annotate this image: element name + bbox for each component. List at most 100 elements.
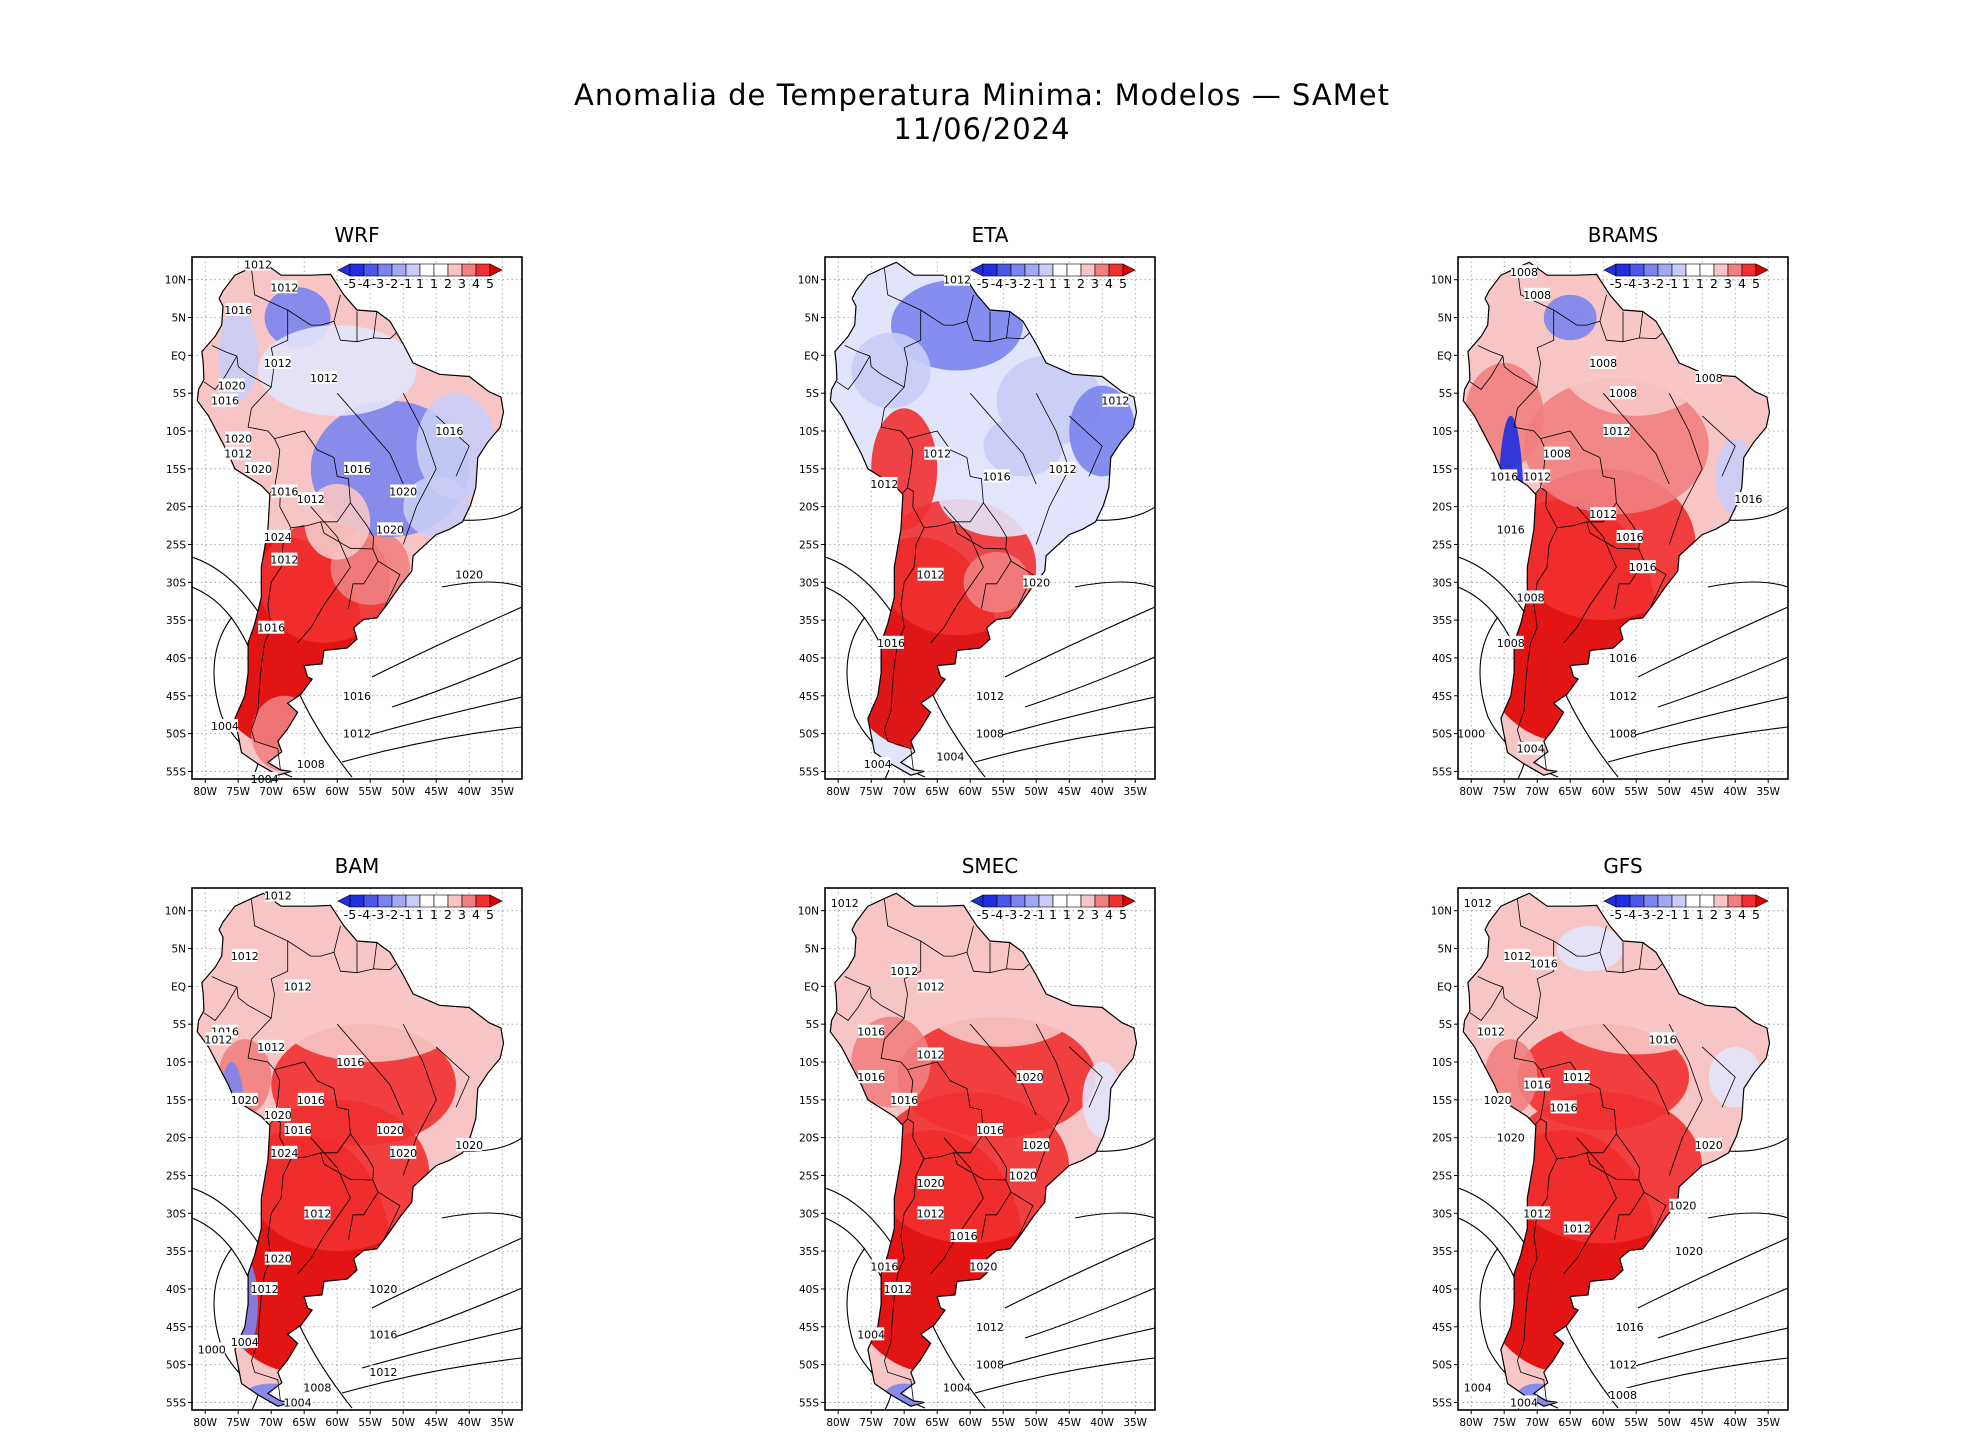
isobar-label: 1012 — [284, 980, 312, 993]
colorbar-label: 1 — [416, 276, 424, 291]
lat-tick-label: 45S — [1432, 691, 1452, 703]
lat-tick-label: 10S — [166, 426, 186, 438]
lat-tick-label: 10S — [1432, 426, 1452, 438]
isobar-label: 1012 — [204, 1033, 232, 1046]
isobar-label: 1008 — [1510, 266, 1538, 279]
panel-title: GFS — [1603, 854, 1642, 878]
colorbar-swatch — [1038, 894, 1054, 908]
isobar-label: 1020 — [389, 486, 417, 499]
colorbar-label: 2 — [1710, 276, 1718, 291]
colorbar-swatch — [1052, 263, 1068, 277]
isobar-label: 1012 — [976, 1321, 1004, 1334]
colorbar-label: 5 — [486, 276, 494, 291]
lat-tick-label: 5S — [173, 388, 187, 400]
anomaly-region — [416, 393, 496, 500]
colorbar-label: -4 — [358, 276, 371, 291]
colorbar-label: -2 — [1019, 907, 1031, 922]
isobar-label: 1012 — [1477, 1026, 1505, 1039]
colorbar: -5 -4 -3 -2 -1 1 1 2 3 4 5 — [337, 263, 503, 291]
isobar-label: 1020 — [376, 1124, 404, 1137]
map-panel-wrf: WRF 1012 1012 1016 1012 1020 1016 1012 1020 1012 1… — [152, 222, 572, 812]
isobar-label: 1016 — [950, 1230, 978, 1243]
isobar-label: 1012 — [831, 897, 859, 910]
lat-tick-label: 10N — [165, 275, 186, 287]
colorbar-swatch — [1741, 894, 1757, 908]
lat-tick-label: 55S — [799, 1397, 819, 1409]
anomaly-region — [851, 1016, 931, 1108]
colorbar-swatch — [1713, 263, 1729, 277]
lat-tick-label: 10N — [165, 906, 186, 918]
lat-tick-label: 55S — [1432, 1397, 1452, 1409]
lat-tick-label: 40S — [1432, 1284, 1452, 1296]
lon-tick-label: 45W — [424, 1417, 448, 1429]
isobar-label: 1012 — [1523, 470, 1551, 483]
lon-tick-label: 80W — [826, 786, 850, 798]
colorbar-label: -1 — [400, 276, 412, 291]
lat-tick-label: 30S — [799, 577, 819, 589]
colorbar: -5 -4 -3 -2 -1 1 1 2 3 4 5 — [337, 894, 503, 922]
isobar-label: 1008 — [976, 728, 1004, 741]
lat-tick-label: 5S — [173, 1019, 187, 1031]
lon-tick-label: 40W — [1723, 786, 1747, 798]
colorbar-swatch — [475, 263, 491, 277]
colorbar-label: -5 — [977, 276, 989, 291]
isobar-label: 1012 — [1563, 1071, 1591, 1084]
axes: 10N 5N EQ 5S 10S 15S 20S 25S 30S 35S 40S 45S 50S 55S 8… — [1431, 275, 1781, 798]
colorbar-label: 5 — [1119, 276, 1127, 291]
colorbar-swatch — [1080, 894, 1096, 908]
colorbar-swatch — [1024, 263, 1040, 277]
lat-tick-label: 25S — [166, 1170, 186, 1182]
lat-tick-label: 55S — [1432, 766, 1452, 778]
lat-tick-label: 5S — [1439, 388, 1453, 400]
isobar-labels: 1008 1008 1008 1008 1008 1008 1012 1016 1012 1016… — [1457, 265, 1762, 756]
panel-title: ETA — [972, 223, 1009, 247]
lon-tick-label: 60W — [958, 786, 982, 798]
lon-tick-label: 50W — [391, 1417, 415, 1429]
colorbar-label: -5 — [1610, 276, 1622, 291]
lon-tick-label: 70W — [259, 786, 283, 798]
isobar-label: 1008 — [1589, 357, 1617, 370]
colorbar-swatch — [1094, 894, 1110, 908]
isobar-label: 1012 — [270, 554, 298, 567]
isobar-label: 1012 — [244, 259, 272, 272]
lat-tick-label: 35S — [799, 615, 819, 627]
colorbar-label: 3 — [458, 907, 466, 922]
isobar-label: 1012 — [1523, 1207, 1551, 1220]
isobar-label: 1016 — [983, 470, 1011, 483]
isobar-label: 1016 — [1649, 1033, 1677, 1046]
colorbar-label: 1 — [416, 907, 424, 922]
lat-tick-label: 15S — [799, 1095, 819, 1107]
colorbar-label: 1 — [1063, 276, 1071, 291]
isobar-label: 1016 — [343, 690, 371, 703]
map-svg: BRAMS 1008 1008 1008 1008 1008 1008 1012 1016 101… — [1431, 223, 1789, 798]
colorbar-swatch — [1080, 263, 1096, 277]
coastline — [829, 892, 1138, 1407]
colorbar-label: 2 — [1710, 907, 1718, 922]
isobar-label: 1012 — [1589, 508, 1617, 521]
map-panel-gfs: GFS 1012 1012 1016 1012 1016 1012 1020 1016 1016 1… — [1418, 853, 1838, 1443]
isobar-label: 1008 — [1497, 637, 1525, 650]
lon-tick-label: 60W — [325, 786, 349, 798]
isobar-labels: 1012101210161012101610121020101610161020… — [1464, 896, 1723, 1409]
isobar-label: 1016 — [857, 1026, 885, 1039]
colorbar-swatch — [1713, 894, 1729, 908]
lon-tick-label: 55W — [1624, 1417, 1648, 1429]
isobar-label: 1020 — [455, 569, 483, 582]
lat-tick-label: 10N — [1431, 275, 1452, 287]
isobar-label: 1012 — [1503, 950, 1531, 963]
colorbar-label: 1 — [430, 276, 438, 291]
lat-tick-label: 5S — [806, 388, 820, 400]
lat-tick-label: 40S — [799, 1284, 819, 1296]
map-panel-brams: BRAMS 1008 1008 1008 1008 1008 1008 1012 1016 101… — [1418, 222, 1838, 812]
colorbar: -5 -4 -3 -2 -1 1 1 2 3 4 5 — [970, 894, 1136, 922]
lat-tick-label: 35S — [166, 615, 186, 627]
lat-tick-label: 30S — [1432, 1208, 1452, 1220]
lat-tick-label: EQ — [171, 981, 186, 993]
colorbar-label: 1 — [1682, 276, 1690, 291]
map-svg: BAM1012101210121016101210121016102010201… — [165, 854, 523, 1429]
lat-tick-label: 45S — [1432, 1322, 1452, 1334]
colorbar-label: 4 — [472, 907, 480, 922]
isobar-label: 1012 — [251, 1283, 279, 1296]
anomaly-region — [403, 476, 470, 537]
map-svg: GFS1012101210161012101610121020101610161… — [1431, 854, 1789, 1429]
